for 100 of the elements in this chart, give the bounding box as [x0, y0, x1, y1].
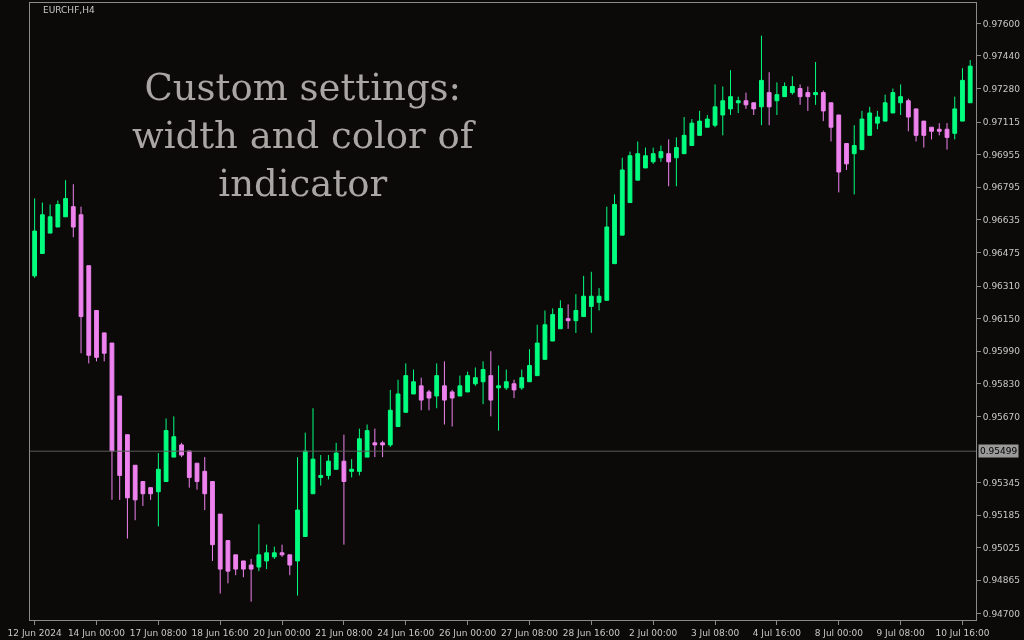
- candlestick: [743, 92, 749, 110]
- candlestick: [256, 523, 262, 572]
- x-tick-label: 26 Jun 00:00: [439, 627, 497, 638]
- candlestick: [318, 454, 324, 487]
- candlestick: [619, 157, 625, 236]
- candlestick: [333, 442, 339, 470]
- candlestick: [542, 309, 548, 360]
- candlestick: [179, 442, 184, 458]
- candlestick: [465, 371, 471, 393]
- candlestick: [356, 428, 362, 476]
- candlestick: [496, 364, 501, 432]
- candlestick: [890, 88, 896, 114]
- candlestick: [828, 102, 834, 142]
- candlestick: [581, 275, 586, 318]
- candlestick: [704, 114, 710, 128]
- candlestick: [503, 369, 509, 391]
- candlestick: [604, 206, 610, 301]
- x-tick-label: 18 Jun 16:00: [191, 627, 250, 638]
- candlestick: [797, 83, 803, 106]
- candlestick: [643, 147, 648, 169]
- candlestick: [820, 90, 826, 122]
- candlestick: [751, 102, 757, 116]
- x-tick-label: 12 Jun 2024: [7, 627, 62, 638]
- candlestick: [720, 85, 726, 136]
- candlestick: [442, 360, 447, 426]
- candlestick: [913, 108, 919, 142]
- x-tick-label: 21 Jun 08:00: [315, 627, 373, 638]
- y-tick-label: 0.96150: [982, 313, 1021, 324]
- candlestick: [248, 558, 254, 603]
- candlestick: [186, 450, 192, 489]
- candlestick: [403, 362, 409, 413]
- x-tick-label: 2 Jul 00:00: [629, 627, 678, 638]
- candlestick: [588, 271, 594, 334]
- candlestick: [650, 147, 656, 165]
- candlestick: [271, 546, 277, 560]
- candlestick: [596, 287, 602, 311]
- candlestick: [132, 464, 138, 521]
- candlestick: [511, 379, 517, 399]
- candlestick: [867, 106, 873, 136]
- y-tick-label: 0.97440: [982, 51, 1021, 62]
- y-tick-label: 0.95185: [982, 510, 1021, 521]
- candlestick: [573, 293, 579, 334]
- candlestick: [148, 487, 154, 501]
- candlestick: [39, 202, 45, 254]
- y-tick-label: 0.96310: [982, 281, 1021, 292]
- candlestick: [55, 200, 61, 228]
- x-tick-label: 8 Jul 00:00: [814, 627, 864, 638]
- y-tick-label: 0.96795: [982, 182, 1021, 193]
- x-tick-label: 17 Jun 08:00: [129, 627, 188, 638]
- x-tick-label: 14 Jun 00:00: [67, 627, 126, 638]
- y-tick-label: 0.95990: [982, 346, 1021, 357]
- candlestick: [233, 554, 239, 576]
- candlestick: [163, 417, 169, 483]
- candlestick: [109, 342, 115, 501]
- candlestick: [70, 183, 76, 238]
- candlestick: [782, 81, 788, 98]
- y-tick-label: 0.94700: [982, 609, 1021, 620]
- candlestick: [859, 110, 865, 151]
- candlestick: [936, 122, 942, 136]
- candlestick: [697, 110, 702, 136]
- candlestick: [310, 407, 316, 495]
- candlestick: [550, 307, 556, 342]
- candlestick: [387, 389, 393, 448]
- candlestick: [813, 61, 818, 106]
- candlestick: [851, 124, 857, 195]
- candlestick: [534, 324, 540, 377]
- candlestick: [673, 136, 679, 187]
- candlestick: [140, 481, 146, 507]
- candlestick: [681, 116, 687, 155]
- candlestick: [125, 434, 130, 540]
- x-tick-label: 28 Jun 16:00: [562, 627, 621, 638]
- x-tick-label: 27 Jun 08:00: [500, 627, 559, 638]
- y-tick-label: 0.94865: [982, 575, 1021, 586]
- y-tick-label: 0.97115: [982, 117, 1021, 128]
- candlestick: [295, 456, 300, 597]
- candlestick: [527, 348, 532, 383]
- candlestick: [627, 151, 633, 204]
- candlestick: [241, 560, 246, 578]
- candlestick: [101, 332, 107, 362]
- candlestick: [426, 389, 432, 411]
- candlestick: [712, 83, 718, 128]
- y-tick-label: 0.96635: [982, 215, 1021, 226]
- candlestick: [472, 367, 478, 387]
- candlestick: [635, 140, 641, 181]
- x-tick-label: 10 Jul 16:00: [935, 627, 990, 638]
- candlestick: [411, 369, 416, 395]
- candlestick: [882, 94, 888, 122]
- y-tick-label: 0.95830: [982, 378, 1021, 389]
- candlestick: [434, 362, 440, 409]
- candlestick: [264, 544, 269, 570]
- candlestick: [666, 138, 672, 187]
- candlestick: [774, 81, 780, 116]
- candlestick: [952, 96, 958, 140]
- candlestick: [395, 379, 401, 428]
- candlestick: [341, 434, 347, 546]
- candlestick: [202, 456, 208, 511]
- candlestick: [929, 126, 934, 140]
- candlestick: [960, 67, 965, 122]
- candlestick: [78, 206, 84, 354]
- x-tick-label: 9 Jul 08:00: [876, 627, 925, 638]
